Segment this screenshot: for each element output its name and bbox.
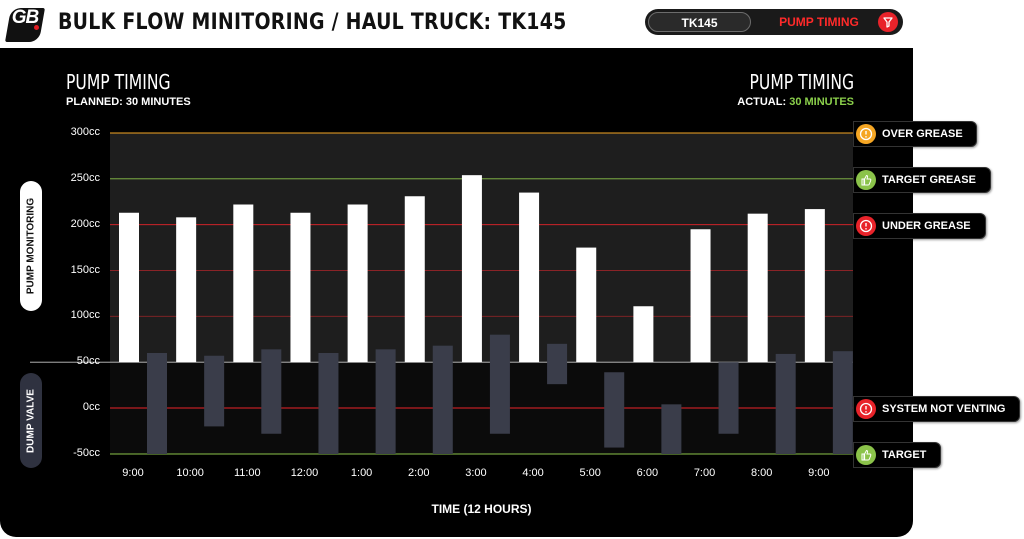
planned-title: PUMP TIMING [66, 70, 171, 94]
x-tick-label: 5:00 [579, 467, 601, 479]
thumbs-up-icon [856, 445, 876, 465]
x-tick-label: 1:00 [350, 467, 373, 479]
dump-valve-bar [832, 351, 853, 454]
pump-monitoring-label: PUMP MONITORING [20, 181, 42, 311]
pump-bar [176, 217, 197, 363]
pump-bar [347, 204, 368, 363]
legend-badge-label: TARGET GREASE [882, 173, 976, 186]
legend-badge: TARGET GREASE [853, 166, 991, 193]
tab-bar: TK145 PUMP TIMING [645, 9, 903, 35]
actual-subtitle: ACTUAL: 30 MINUTES [737, 96, 854, 108]
x-tick-label: 3:00 [465, 467, 487, 479]
legend-badge-label: TARGET [882, 449, 927, 461]
dump-valve-bar [775, 353, 796, 454]
pump-bar [747, 213, 768, 363]
dump-valve-bar [432, 345, 453, 454]
pump-bar [690, 229, 711, 363]
actual-value: 30 MINUTES [789, 96, 854, 108]
dump-valve-bar [204, 355, 225, 427]
tab-pump-timing[interactable]: PUMP TIMING [779, 15, 859, 29]
legend-badge: UNDER GREASE [853, 212, 986, 239]
pump-bar [119, 212, 139, 363]
y-tick-label: -50cc [73, 447, 100, 459]
pump-bar [633, 306, 654, 363]
legend-badge-label: OVER GREASE [882, 128, 963, 140]
dump-valve-bar [261, 349, 282, 434]
pump-bar [404, 196, 425, 363]
dump-valve-bar [375, 349, 396, 454]
legend-badge: TARGET [853, 442, 941, 468]
alert-icon [856, 215, 876, 236]
y-tick-label: 150cc [70, 263, 100, 276]
dump-valve-bar [604, 372, 625, 448]
legend-badge: SYSTEM NOT VENTING [853, 396, 1020, 422]
y-tick-label: 200cc [70, 217, 100, 230]
x-tick-label: 6:00 [636, 467, 659, 479]
x-axis-label: TIME (12 HOURS) [431, 502, 532, 516]
y-tick-label: 0cc [82, 401, 100, 413]
x-tick-label: 9:00 [808, 467, 830, 479]
tab-tk145[interactable]: TK145 [648, 12, 751, 32]
legend-badge-label: UNDER GREASE [882, 219, 971, 232]
pump-bar [233, 204, 254, 363]
y-tick-label: 300cc [70, 126, 100, 138]
y-tick-label: 100cc [70, 309, 100, 322]
legend-badge-label: SYSTEM NOT VENTING [882, 403, 1006, 415]
legend-badge: OVER GREASE [853, 121, 977, 147]
x-tick-label: 4:00 [522, 467, 544, 479]
alert-icon [856, 124, 876, 144]
pump-bar [519, 192, 540, 363]
x-tick-label: 9:00 [122, 467, 144, 479]
dump-valve-bar [661, 404, 682, 454]
dump-valve-bar [318, 353, 339, 454]
actual-title: PUMP TIMING [749, 70, 854, 94]
actual-label: ACTUAL: [737, 96, 787, 108]
logo-text: GB [11, 7, 40, 28]
page-title: BULK FLOW MINITORING / HAUL TRUCK: TK145 [58, 10, 567, 35]
y-tick-label: 50cc [76, 355, 100, 368]
x-tick-label: 11:00 [233, 467, 261, 479]
filter-button[interactable] [878, 12, 898, 32]
x-tick-label: 2:00 [408, 467, 430, 479]
pump-bar [576, 247, 597, 363]
dump-valve-label: DUMP VALVE [20, 373, 42, 468]
pump-bar [290, 212, 311, 363]
pump-bar [461, 175, 482, 363]
alert-icon [856, 399, 876, 419]
x-tick-label: 10:00 [176, 467, 204, 479]
dump-valve-bar [147, 353, 167, 454]
pump-bar [804, 209, 825, 363]
dump-valve-bar [489, 334, 510, 434]
x-tick-label: 8:00 [750, 467, 773, 479]
planned-subtitle: PLANNED: 30 MINUTES [66, 96, 191, 108]
y-tick-label: 250cc [70, 171, 100, 184]
x-tick-label: 7:00 [693, 467, 716, 479]
x-tick-label: 12:00 [290, 467, 319, 479]
thumbs-up-icon [856, 169, 876, 190]
filter-icon [883, 17, 893, 28]
dump-valve-bar [547, 343, 568, 385]
dump-valve-bar [718, 362, 739, 434]
header: GB BULK FLOW MINITORING / HAUL TRUCK: TK… [0, 0, 1024, 48]
